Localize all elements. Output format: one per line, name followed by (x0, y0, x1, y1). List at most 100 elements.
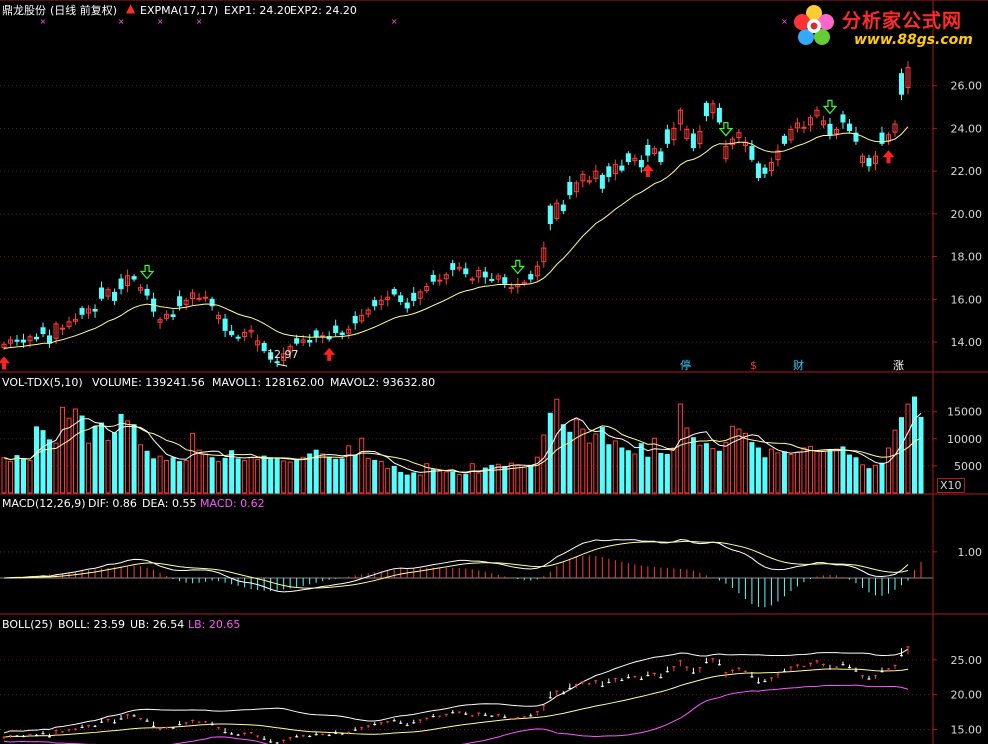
candlestick[interactable] (40, 322, 46, 338)
candlestick[interactable] (53, 321, 59, 345)
volume-bar[interactable] (911, 396, 918, 494)
volume-bar[interactable] (47, 439, 53, 494)
volume-bar[interactable] (463, 474, 469, 494)
candlestick[interactable] (703, 100, 709, 122)
volume-bar[interactable] (164, 459, 170, 494)
volume-bar[interactable] (157, 455, 163, 494)
candlestick[interactable] (898, 68, 905, 100)
candlestick[interactable] (853, 126, 859, 145)
candlestick[interactable] (697, 125, 703, 149)
volume-bar[interactable] (404, 474, 410, 494)
volume-bar[interactable] (222, 457, 228, 494)
candlestick[interactable] (775, 144, 781, 167)
volume-bar[interactable] (40, 430, 46, 494)
volume-bar[interactable] (190, 432, 196, 494)
volume-bar[interactable] (801, 447, 807, 494)
candlestick[interactable] (274, 356, 280, 368)
candlestick[interactable] (872, 151, 878, 171)
candlestick[interactable] (443, 272, 449, 285)
candlestick[interactable] (404, 297, 410, 313)
volume-bar[interactable] (762, 457, 768, 494)
volume-bar[interactable] (229, 450, 235, 494)
volume-bar[interactable] (710, 448, 716, 494)
volume-bar[interactable] (437, 470, 443, 494)
volume-bar[interactable] (534, 456, 540, 494)
candlestick[interactable] (20, 333, 27, 348)
volume-bar[interactable] (482, 467, 488, 494)
candlestick[interactable] (892, 120, 898, 137)
volume-bar[interactable] (593, 433, 599, 494)
candlestick[interactable] (287, 343, 293, 359)
volume-bar[interactable] (671, 447, 677, 494)
volume-bar[interactable] (723, 442, 729, 494)
candlestick[interactable] (196, 293, 202, 302)
volume-bar[interactable] (677, 403, 683, 494)
volume-bar[interactable] (365, 457, 371, 494)
volume-bar[interactable] (372, 459, 378, 494)
candlestick[interactable] (671, 121, 677, 146)
candlestick[interactable] (456, 262, 462, 272)
volume-bar[interactable] (755, 447, 761, 494)
volume-bar[interactable] (138, 444, 144, 494)
candlestick[interactable] (417, 289, 423, 306)
candlestick[interactable] (599, 172, 605, 193)
signal-tag-finance[interactable]: 财 (793, 359, 804, 372)
volume-bar[interactable] (339, 458, 345, 494)
volume-bar[interactable] (684, 427, 690, 494)
candlestick[interactable] (190, 289, 196, 306)
volume-bar[interactable] (898, 417, 905, 494)
candlestick[interactable] (840, 111, 846, 129)
volume-bar[interactable] (53, 442, 59, 494)
candlestick[interactable] (794, 117, 800, 133)
volume-bar[interactable] (879, 462, 885, 494)
candlestick[interactable] (619, 159, 625, 173)
volume-bar[interactable] (27, 459, 33, 494)
volume-bar[interactable] (892, 429, 898, 494)
candlestick[interactable] (684, 125, 690, 141)
volume-bar[interactable] (79, 415, 85, 494)
volume-bar[interactable] (281, 460, 287, 494)
candlestick[interactable] (482, 266, 488, 284)
volume-bar[interactable] (183, 459, 189, 494)
candlestick[interactable] (554, 199, 560, 221)
volume-bar[interactable] (814, 450, 820, 494)
volume-bar[interactable] (378, 461, 384, 494)
volume-bar[interactable] (1, 457, 7, 494)
candlestick[interactable] (365, 307, 371, 318)
candlestick[interactable] (742, 137, 748, 153)
candlestick[interactable] (385, 290, 391, 307)
volume-bar[interactable] (807, 445, 813, 494)
volume-bar[interactable] (34, 426, 40, 494)
volume-bar[interactable] (833, 448, 839, 494)
event-marker[interactable]: × (391, 17, 398, 26)
volume-bar[interactable] (86, 442, 92, 494)
candlestick[interactable] (495, 273, 501, 283)
volume-bar[interactable] (788, 454, 794, 494)
candlestick[interactable] (209, 296, 215, 311)
candlestick[interactable] (391, 286, 397, 297)
candlestick[interactable] (781, 133, 787, 146)
volume-bar[interactable] (313, 449, 319, 494)
sell-arrow-icon[interactable] (718, 121, 734, 137)
volume-bar[interactable] (508, 462, 514, 494)
candlestick[interactable] (729, 136, 735, 150)
candlestick[interactable] (183, 297, 189, 311)
volume-bar[interactable] (664, 454, 670, 494)
volume-bar[interactable] (424, 463, 430, 494)
volume-bar[interactable] (443, 471, 449, 494)
volume-bar[interactable] (177, 461, 183, 494)
candlestick[interactable] (859, 153, 865, 168)
candlestick[interactable] (378, 295, 384, 311)
candlestick[interactable] (762, 164, 768, 178)
candlestick[interactable] (638, 155, 644, 173)
volume-bar[interactable] (690, 437, 696, 494)
candlestick[interactable] (14, 335, 20, 346)
candlestick[interactable] (755, 161, 761, 182)
candlestick[interactable] (99, 281, 105, 301)
volume-bar[interactable] (398, 471, 404, 494)
volume-bar[interactable] (606, 444, 612, 494)
volume-bar[interactable] (840, 446, 846, 494)
volume-bar[interactable] (14, 455, 20, 494)
volume-bar[interactable] (235, 458, 241, 494)
candlestick[interactable] (248, 325, 254, 338)
